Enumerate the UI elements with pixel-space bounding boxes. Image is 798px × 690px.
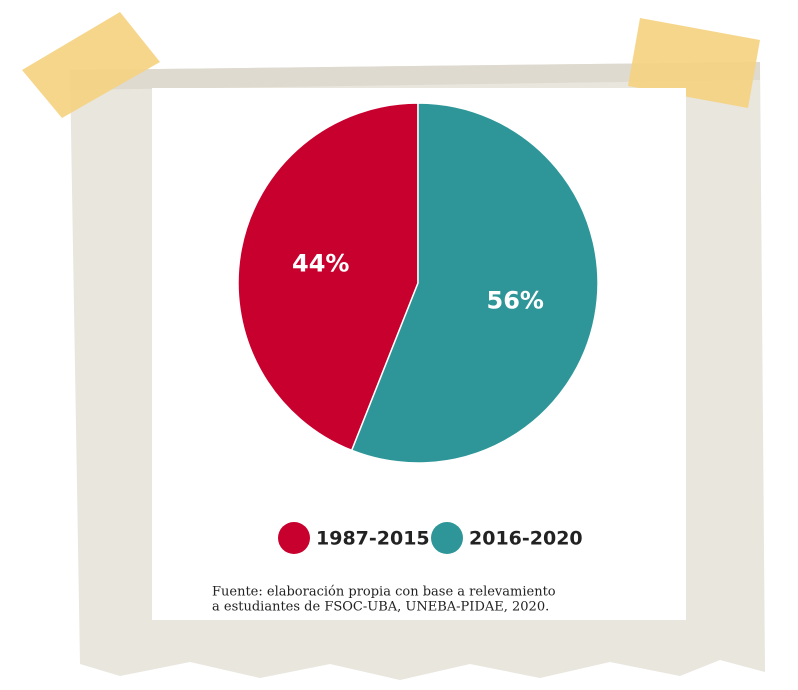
pie-slice — [350, 102, 599, 464]
source-note: Fuente: elaboración propia con base a re… — [212, 585, 556, 600]
legend-label: 1987-2015 — [316, 528, 430, 550]
tape — [22, 12, 160, 118]
paper-shade — [70, 62, 760, 90]
legend-label: 2016-2020 — [469, 528, 583, 550]
legend-swatch — [278, 522, 310, 554]
data-label: 44% — [292, 249, 349, 277]
legend: 1987-2015 2016-2020 — [278, 522, 583, 554]
legend-swatch — [431, 522, 463, 554]
pie: 44% 56% — [237, 102, 599, 464]
source-note: a estudiantes de FSOC-UBA, UNEBA-PIDAE, … — [212, 600, 549, 615]
pie-slice — [237, 102, 419, 452]
data-label: 56% — [487, 287, 544, 315]
tape — [628, 18, 760, 108]
